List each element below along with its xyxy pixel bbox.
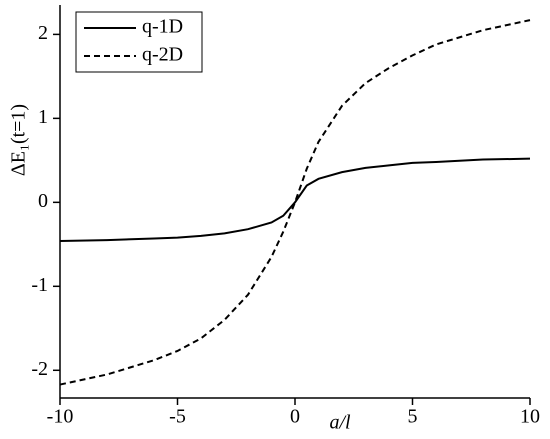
x-tick-label: 5 [408,406,418,428]
y-tick-label: 1 [38,106,48,128]
legend-label: q-1D [142,16,183,38]
y-tick-label: -1 [31,274,48,296]
x-tick-label: -10 [47,406,74,428]
x-tick-label: 0 [290,406,300,428]
y-axis-label: ΔE₁(t=1) [8,104,30,176]
series-line [59,157,531,242]
y-tick-label: 0 [38,190,48,212]
series-line [59,19,531,386]
x-tick-label: -5 [169,406,186,428]
x-tick-label: 10 [520,406,540,428]
legend-box [75,11,203,73]
y-tick-label: 2 [38,22,48,44]
legend-label: q-2D [142,44,183,66]
x-axis-label: a/l [329,412,351,434]
y-tick-label: -2 [31,358,48,380]
